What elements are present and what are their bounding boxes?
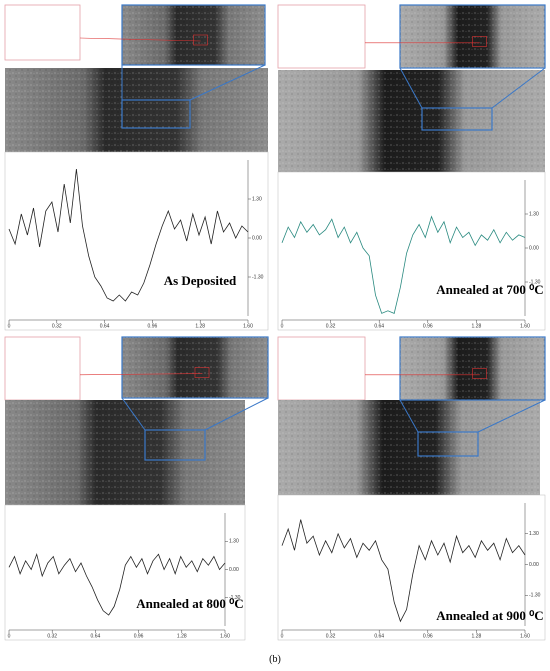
selection: [421, 107, 493, 131]
zoom-line: [477, 399, 546, 433]
x-tick-label: 1.60: [220, 633, 230, 639]
y-tick-label: -1.30: [252, 274, 264, 280]
x-tick-label: 0.32: [47, 633, 57, 639]
x-tick-label: 0.96: [423, 633, 433, 639]
profile-line: [8, 552, 226, 616]
x-tick-label: 0.96: [148, 323, 158, 329]
zoom-line: [399, 399, 419, 433]
panel-label: As Deposited: [164, 273, 237, 288]
x-tick-label: 1.28: [195, 323, 205, 329]
eds-connector: [79, 37, 201, 42]
y-tick-label: 1.30: [529, 211, 539, 217]
x-tick-label: 0.32: [326, 633, 336, 639]
panel-label: Annealed at 700 ⁰C: [436, 282, 543, 297]
eds-box: [277, 336, 366, 401]
zoom-line: [121, 397, 146, 431]
x-tick-label: 1.28: [177, 633, 187, 639]
x-tick-label: 0: [8, 633, 11, 639]
x-tick-label: 0.96: [423, 323, 433, 329]
x-tick-label: 0.64: [374, 633, 384, 639]
eds-box: [277, 4, 366, 69]
x-tick-label: 1.60: [243, 323, 253, 329]
plot-frame: [4, 151, 269, 331]
zoom-line: [189, 64, 266, 101]
eds-point: [472, 368, 487, 379]
y-tick-label: -1.30: [229, 595, 241, 601]
profile-line: [8, 168, 249, 302]
y-tick-label: 0.00: [529, 562, 539, 568]
eds-point: [193, 34, 208, 46]
x-tick-label: 0.32: [52, 323, 62, 329]
plot-frame: [277, 494, 546, 641]
zoom-line: [204, 397, 269, 431]
y-tick-label: 1.30: [252, 196, 262, 202]
selection: [417, 431, 479, 457]
sem-texture: [278, 70, 545, 172]
x-tick-label: 0.64: [374, 323, 384, 329]
y-tick-label: 1.30: [229, 539, 239, 545]
zoom-line: [491, 67, 546, 109]
x-tick-label: 0.96: [134, 633, 144, 639]
x-tick-label: 0.32: [326, 323, 336, 329]
y-tick-label: -1.30: [529, 593, 541, 599]
y-tick-label: 0.00: [529, 245, 539, 251]
y-tick-label: 0.00: [252, 235, 262, 241]
panel-label: Annealed at 800 ⁰C: [136, 596, 243, 611]
profile-line: [281, 519, 526, 623]
eds-point: [472, 36, 487, 47]
profile-line: [281, 215, 526, 314]
zoom-line: [399, 67, 423, 109]
x-tick-label: 0.64: [100, 323, 110, 329]
y-tick-label: -1.30: [529, 279, 541, 285]
x-tick-label: 1.60: [520, 323, 530, 329]
eds-connector: [79, 373, 203, 376]
plot-frame: [277, 171, 546, 331]
eds-box: [4, 336, 81, 401]
caption: (b): [269, 654, 281, 665]
plot-frame: [4, 504, 246, 641]
x-tick-label: 1.28: [472, 633, 482, 639]
sem-texture: [5, 68, 268, 152]
x-tick-label: 0.64: [91, 633, 101, 639]
panel-label: Annealed at 900 ⁰C: [436, 608, 543, 623]
sem-texture: [5, 400, 245, 505]
y-tick-label: 0.00: [229, 567, 239, 573]
x-tick-label: 0: [8, 323, 11, 329]
y-tick-label: 1.30: [529, 531, 539, 537]
eds-box: [4, 4, 81, 61]
x-tick-label: 0: [281, 633, 284, 639]
selection: [144, 429, 206, 461]
x-tick-label: 1.28: [472, 323, 482, 329]
x-tick-label: 1.60: [520, 633, 530, 639]
sem-texture: [278, 400, 540, 495]
selection: [121, 99, 191, 129]
x-tick-label: 0: [281, 323, 284, 329]
eds-point: [194, 367, 210, 378]
